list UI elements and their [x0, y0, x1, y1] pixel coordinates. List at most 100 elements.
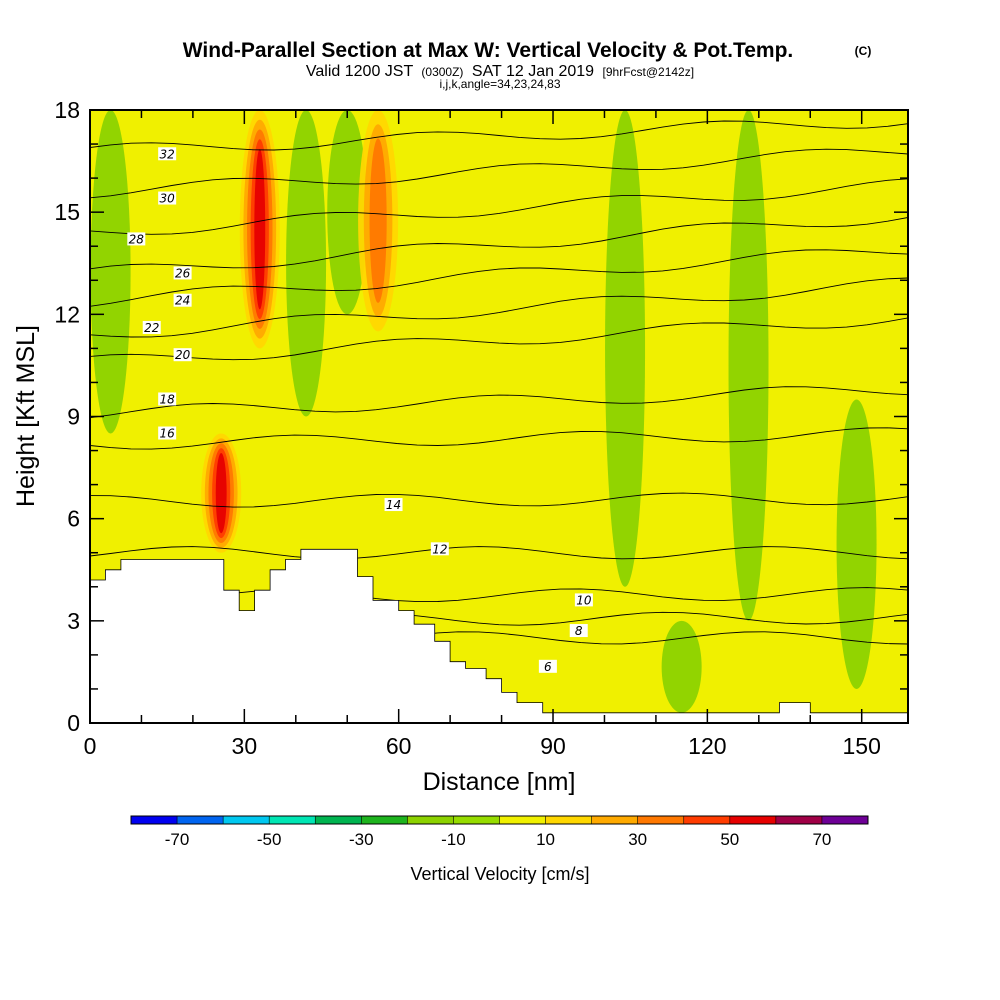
copyright-mark: (C) [855, 44, 872, 58]
contour-label-bg [173, 348, 192, 362]
theta-contour-24 [90, 249, 908, 307]
colorbar-tick-label: 30 [628, 830, 647, 849]
x-axis-title: Distance [nm] [423, 768, 576, 796]
contour-labels: 6 8 10 12 14 16 18 20 22 24 26 28 30 32 [127, 147, 593, 674]
colorbar-segment [683, 816, 731, 824]
updraft-column-1 [201, 433, 242, 553]
contour-label-22: 22 [144, 321, 159, 335]
theta-contour-26 [90, 217, 908, 270]
y-tick-label: 0 [67, 710, 80, 736]
theta-contour-16 [90, 427, 908, 450]
downdraft-column-band [661, 620, 702, 713]
updraft-column-band [369, 138, 387, 303]
contour-label-bg [173, 293, 192, 307]
downdraft-column-4 [728, 110, 769, 621]
y-tick-label: 15 [54, 199, 80, 225]
colorbar-tick-label: 10 [536, 830, 555, 849]
axis-tick-labels: 0 30 60 90 120 150 0 3 6 9 12 15 18 [54, 97, 880, 759]
contour-label-30: 30 [160, 192, 176, 206]
contour-label-bg [384, 498, 403, 512]
colorbar-segment [453, 816, 500, 824]
x-tick-label: 0 [84, 733, 97, 759]
contour-label-18: 18 [160, 392, 176, 406]
theta-contour-20 [90, 317, 908, 361]
colorbar-segment [223, 816, 270, 824]
contour-label-bg [569, 624, 588, 638]
colorbar-title: Vertical Velocity [cm/s] [410, 864, 589, 884]
contour-label-12: 12 [432, 542, 447, 556]
x-tick-label: 90 [540, 733, 566, 759]
contour-label-bg [430, 542, 449, 556]
contour-label-10: 10 [576, 593, 592, 607]
y-tick-label: 18 [54, 97, 80, 123]
colorbar-segment [775, 816, 823, 824]
colorbar-segment [729, 816, 777, 824]
contour-label-6: 6 [544, 660, 552, 674]
downdraft-column-1 [286, 110, 327, 417]
y-tick-label: 9 [67, 404, 80, 430]
colorbar-tick-label: -10 [441, 830, 466, 849]
downdraft-column-band [836, 399, 877, 689]
colorbar-segment [821, 816, 869, 824]
updraft-layer [201, 110, 399, 553]
valid-utc: (0300Z) [421, 65, 463, 79]
colorbar-segment [361, 816, 408, 824]
contour-label-26: 26 [175, 266, 191, 280]
plot-area: 6 8 10 12 14 16 18 20 22 24 26 28 30 32 [90, 110, 908, 723]
theta-contour-12 [90, 546, 908, 560]
indices-line: i,j,k,angle=34,23,24,83 [439, 77, 560, 91]
contour-label-8: 8 [575, 624, 583, 638]
chart-title: Wind-Parallel Section at Max W: Vertical… [183, 39, 794, 62]
x-tick-label: 120 [688, 733, 726, 759]
contour-label-24: 24 [175, 294, 190, 308]
y-tick-label: 12 [54, 301, 80, 327]
colorbar-segment [269, 816, 316, 824]
contour-label-bg [574, 593, 593, 607]
contour-label-bg [158, 426, 177, 440]
downdraft-column-band [605, 110, 646, 587]
contour-label-bg [158, 392, 177, 406]
updraft-column-band [254, 149, 266, 310]
colorbar-segment [131, 816, 178, 824]
colorbar-tick-label: -70 [165, 830, 190, 849]
colorbar-segment [499, 816, 547, 824]
contour-label-bg [173, 266, 192, 280]
downdraft-layer [90, 110, 877, 713]
colorbar-segment [315, 816, 362, 824]
valid-line: Valid 1200 JST (0300Z) SAT 12 Jan 2019 [… [306, 63, 694, 80]
y-tick-label: 3 [67, 608, 80, 634]
contour-label-16: 16 [160, 427, 176, 441]
contour-label-bg [538, 659, 557, 673]
contour-label-bg [142, 320, 161, 334]
contour-label-32: 32 [160, 147, 175, 161]
downdraft-column-6 [661, 620, 702, 713]
downdraft-column-band [728, 110, 769, 621]
updraft-column-0 [239, 110, 280, 349]
contour-label-14: 14 [386, 498, 401, 512]
downdraft-column-5 [836, 399, 877, 689]
valid-prefix: Valid 1200 JST [306, 63, 414, 80]
downdraft-column-band [286, 110, 327, 417]
updraft-column-band [215, 453, 227, 534]
colorbar-tick-label: -30 [349, 830, 374, 849]
contour-label-bg [158, 191, 177, 205]
theta-contour-18 [90, 386, 908, 419]
downdraft-column-3 [605, 110, 646, 587]
contour-label-20: 20 [175, 348, 191, 362]
theta-contour-14 [90, 492, 908, 508]
colorbar-segment [177, 816, 224, 824]
colorbar-tick-label: -50 [257, 830, 282, 849]
valid-date: SAT 12 Jan 2019 [472, 63, 594, 80]
colorbar-segment [407, 816, 454, 824]
contour-label-bg [127, 232, 146, 246]
updraft-column-2 [358, 110, 399, 332]
colorbar: -70 -50 -30 -10 10 30 50 70 [130, 815, 869, 849]
colorbar-tick-label: 70 [812, 830, 831, 849]
colorbar-segment [637, 816, 685, 824]
theta-contour-28 [90, 178, 908, 235]
colorbar-tick-label: 50 [720, 830, 739, 849]
y-tick-label: 6 [67, 506, 80, 532]
y-axis-title: Height [Kft MSL] [12, 325, 40, 507]
theta-contour-32 [90, 120, 908, 151]
